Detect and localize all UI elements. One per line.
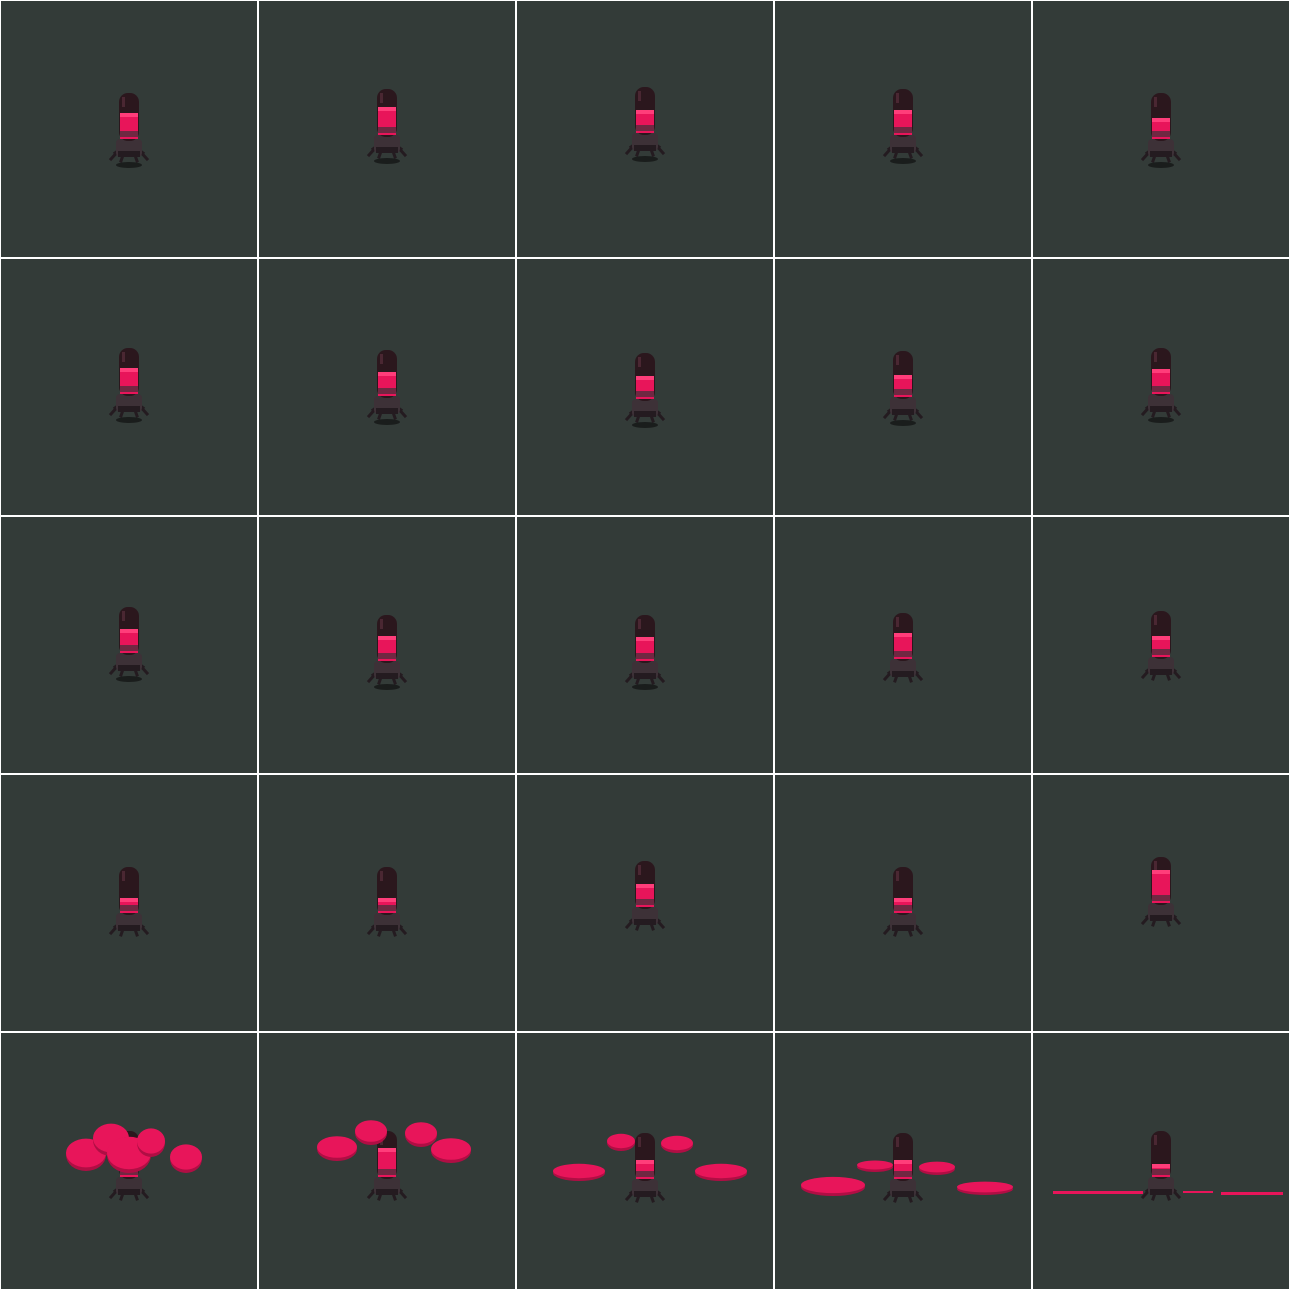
ground-shadow: [632, 422, 658, 428]
ground-shadow: [632, 156, 658, 162]
pod-base: [108, 139, 150, 163]
animation-frame: [259, 775, 515, 1031]
animation-frame: [259, 517, 515, 773]
pod-base: [108, 394, 150, 418]
animation-frame: [775, 775, 1031, 1031]
pod-base: [624, 907, 666, 931]
animation-frame: [775, 259, 1031, 515]
liquid-splash: [553, 1133, 747, 1181]
liquid-splash: [1053, 1191, 1283, 1195]
animation-frame: [517, 1, 773, 257]
animation-frame: [517, 775, 773, 1031]
pod-sprite: [624, 615, 666, 690]
pod-base: [624, 1179, 666, 1203]
pod-sprite: [366, 350, 408, 425]
pod-sprite: [108, 93, 150, 168]
animation-frame: [775, 517, 1031, 773]
pod-base: [1140, 1177, 1182, 1201]
pod-base: [366, 913, 408, 937]
pod-sprite: [366, 867, 408, 937]
animation-frame: [1033, 1033, 1289, 1289]
pod-sprite: [882, 613, 924, 683]
pod-base: [366, 396, 408, 420]
ground-shadow: [374, 684, 400, 690]
liquid-splash: [317, 1120, 471, 1163]
pod-base: [108, 1177, 150, 1201]
pod-sprite: [624, 1133, 666, 1203]
pod-sprite: [108, 607, 150, 682]
pod-base: [624, 399, 666, 423]
animation-frame: [1033, 1, 1289, 257]
animation-frame: [775, 1, 1031, 257]
ground-shadow: [1148, 162, 1174, 168]
pod-base: [366, 661, 408, 685]
animation-frame: [517, 517, 773, 773]
pod-base: [882, 135, 924, 159]
pod-base: [1140, 657, 1182, 681]
ground-shadow: [116, 676, 142, 682]
ground-shadow: [374, 419, 400, 425]
pod-base: [624, 661, 666, 685]
pod-base: [882, 1179, 924, 1203]
pod-sprite: [1140, 857, 1182, 927]
pod-sprite: [366, 615, 408, 690]
ground-shadow: [116, 162, 142, 168]
pod-sprite: [366, 1131, 408, 1201]
animation-frame: [517, 259, 773, 515]
pod-sprite: [1140, 1131, 1182, 1201]
pod-sprite: [624, 353, 666, 428]
animation-frame: [1, 1, 257, 257]
ground-shadow: [1148, 417, 1174, 423]
pod-base: [882, 397, 924, 421]
liquid-splash: [66, 1123, 202, 1173]
animation-frame: [1, 517, 257, 773]
ground-shadow: [890, 158, 916, 164]
pod-base: [108, 653, 150, 677]
ground-shadow: [890, 420, 916, 426]
pod-sprite: [882, 1133, 924, 1203]
pod-base: [108, 913, 150, 937]
pod-base: [1140, 394, 1182, 418]
animation-frame: [259, 1, 515, 257]
pod-base: [882, 659, 924, 683]
animation-frame: [259, 1033, 515, 1289]
liquid-fill: [1152, 870, 1170, 903]
animation-frame: [1, 775, 257, 1031]
liquid-splash: [801, 1160, 1013, 1196]
pod-sprite: [882, 867, 924, 937]
animation-frame: [259, 259, 515, 515]
pod-base: [624, 133, 666, 157]
pod-sprite: [108, 348, 150, 423]
pod-sprite: [882, 89, 924, 164]
pod-sprite: [1140, 611, 1182, 681]
pod-sprite: [882, 351, 924, 426]
animation-frame: [1, 1033, 257, 1289]
pod-base: [1140, 139, 1182, 163]
ground-shadow: [632, 684, 658, 690]
animation-frame: [1, 259, 257, 515]
pod-sprite: [366, 89, 408, 164]
ground-shadow: [374, 158, 400, 164]
pod-sprite: [624, 861, 666, 931]
animation-frame: [1033, 775, 1289, 1031]
animation-frame: [775, 1033, 1031, 1289]
pod-sprite: [108, 867, 150, 937]
animation-frame: [1033, 517, 1289, 773]
ground-shadow: [116, 417, 142, 423]
pod-sprite: [624, 87, 666, 162]
animation-frame: [517, 1033, 773, 1289]
pod-base: [882, 913, 924, 937]
pod-base: [1140, 903, 1182, 927]
pod-base: [366, 1177, 408, 1201]
pod-sprite: [1140, 93, 1182, 168]
pod-sprite: [1140, 348, 1182, 423]
animation-frame: [1033, 259, 1289, 515]
pod-base: [366, 135, 408, 159]
